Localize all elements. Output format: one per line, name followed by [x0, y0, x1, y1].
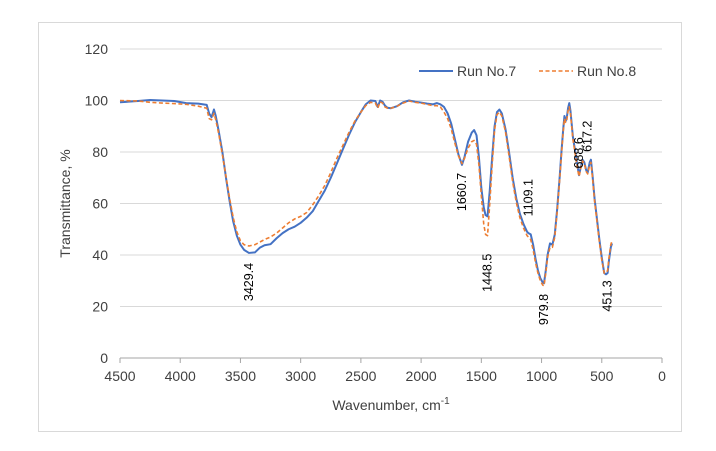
tick-labels: 0 20 40 60 80 100 120 4500 4000 3500 3000 2500 2000 1… [85, 41, 666, 384]
chart-frame: 0 20 40 60 80 100 120 4500 4000 3500 3000 2500 2000 1… [38, 22, 682, 432]
peak-label: 1109.1 [521, 179, 535, 216]
peak-label: 1660.7 [455, 173, 469, 211]
x-tick-label: 3500 [225, 368, 256, 384]
legend-label-2: Run No.8 [577, 63, 636, 79]
x-axis-title-text: Wavenumber, cm [332, 397, 440, 413]
legend: Run No.7 Run No.8 [419, 63, 636, 79]
ftir-line-chart: 0 20 40 60 80 100 120 4500 4000 3500 3000 2500 2000 1… [57, 41, 666, 413]
peak-label: 617.2 [581, 121, 595, 152]
gridlines [120, 48, 662, 307]
series-line-1 [119, 98, 613, 285]
x-tick-label: 4000 [165, 368, 196, 384]
peak-label: 451.3 [601, 280, 615, 311]
peak-label: 3429.4 [242, 263, 256, 301]
x-axis-title: Wavenumber, cm-1 [332, 396, 450, 413]
x-tick-label: 1000 [526, 368, 557, 384]
series-line-2 [119, 99, 613, 287]
axes [119, 357, 663, 363]
peak-label: 688.6 [572, 137, 586, 168]
legend-label-1: Run No.7 [457, 63, 516, 79]
y-tick-label: 60 [92, 196, 108, 212]
peak-label: 1448.5 [481, 254, 495, 292]
x-axis-title-superscript: -1 [441, 396, 450, 407]
x-tick-label: 3000 [285, 368, 316, 384]
y-tick-label: 120 [85, 41, 109, 57]
x-tick-label: 500 [590, 368, 614, 384]
x-tick-label: 0 [658, 368, 666, 384]
peak-label: 979.8 [537, 294, 551, 325]
x-tick-label: 2000 [406, 368, 437, 384]
x-tick-label: 4500 [104, 368, 135, 384]
series-lines [119, 98, 613, 287]
y-tick-label: 40 [92, 247, 108, 263]
y-tick-label: 80 [92, 144, 108, 160]
y-axis-title: Transmittance, % [57, 149, 73, 257]
x-tick-label: 1500 [466, 368, 497, 384]
y-tick-label: 100 [85, 93, 109, 109]
y-tick-label: 20 [92, 299, 108, 315]
x-tick-label: 2500 [345, 368, 376, 384]
y-tick-label: 0 [100, 350, 108, 366]
